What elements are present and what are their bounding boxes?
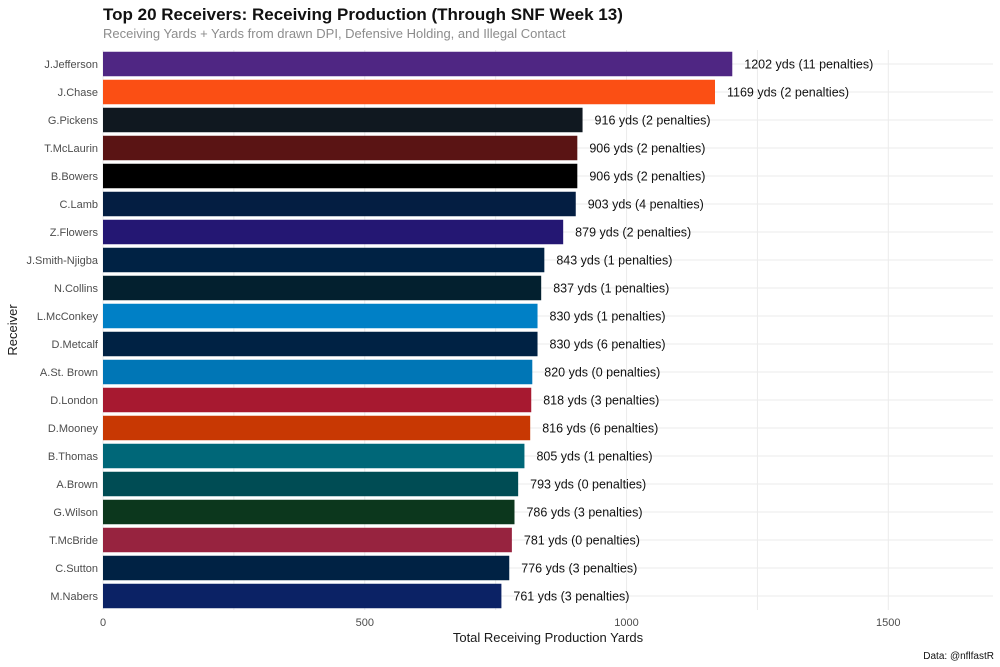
y-tick-label: A.Brown bbox=[56, 479, 98, 491]
bar-value-label: 761 yds (3 penalties) bbox=[513, 590, 629, 604]
bar-value-label: 786 yds (3 penalties) bbox=[526, 506, 642, 520]
bar-value-label: 818 yds (3 penalties) bbox=[543, 394, 659, 408]
x-axis-label: Total Receiving Production Yards bbox=[453, 630, 644, 645]
bar-value-label: 916 yds (2 penalties) bbox=[595, 114, 711, 128]
bar bbox=[103, 79, 716, 105]
y-tick-label: D.Metcalf bbox=[52, 339, 99, 351]
x-tick-label: 1500 bbox=[876, 617, 900, 629]
bar bbox=[103, 247, 545, 273]
bar-value-label: 1169 yds (2 penalties) bbox=[727, 86, 849, 100]
bar bbox=[103, 555, 510, 581]
y-tick-label: M.Nabers bbox=[50, 591, 98, 603]
bar-label-layer: 1202 yds (11 penalties) 1169 yds (2 penal… bbox=[513, 58, 873, 604]
y-tick-label: J.Smith-Njigba bbox=[26, 255, 98, 267]
x-tick-layer: 0 500 1000 1500 bbox=[100, 617, 901, 629]
bar-value-label: 805 yds (1 penalties) bbox=[536, 450, 652, 464]
bar-value-label: 830 yds (6 penalties) bbox=[550, 338, 666, 352]
y-tick-label: T.McBride bbox=[49, 535, 98, 547]
bar-value-label: 906 yds (2 penalties) bbox=[589, 170, 705, 184]
bar bbox=[103, 331, 538, 357]
y-tick-layer: J.Jefferson J.Chase G.Pickens T.McLaurin B.B… bbox=[26, 59, 98, 603]
x-tick-label: 500 bbox=[356, 617, 374, 629]
y-tick-label: N.Collins bbox=[54, 283, 99, 295]
bar-value-label: 843 yds (1 penalties) bbox=[556, 254, 672, 268]
x-tick-label: 0 bbox=[100, 617, 106, 629]
bar-value-label: 776 yds (3 penalties) bbox=[521, 562, 637, 576]
y-tick-label: A.St. Brown bbox=[40, 367, 98, 379]
bar bbox=[103, 275, 542, 301]
y-tick-label: B.Bowers bbox=[51, 171, 99, 183]
y-tick-label: D.Mooney bbox=[48, 423, 99, 435]
bar bbox=[103, 471, 519, 497]
y-tick-label: B.Thomas bbox=[48, 451, 99, 463]
y-tick-label: T.McLaurin bbox=[44, 143, 98, 155]
y-tick-label: J.Chase bbox=[58, 87, 98, 99]
bar-value-label: 903 yds (4 penalties) bbox=[588, 198, 704, 212]
y-tick-label: L.McConkey bbox=[37, 311, 99, 323]
bar bbox=[103, 499, 515, 525]
bar bbox=[103, 219, 564, 245]
y-tick-label: G.Pickens bbox=[48, 115, 99, 127]
x-tick-label: 1000 bbox=[614, 617, 638, 629]
y-tick-label: C.Lamb bbox=[59, 199, 98, 211]
bar-value-label: 816 yds (6 penalties) bbox=[542, 422, 658, 436]
bar bbox=[103, 359, 533, 385]
chart-caption: Data: @nflfastR bbox=[923, 651, 994, 662]
bar-value-label: 830 yds (1 penalties) bbox=[550, 310, 666, 324]
y-axis-label: Receiver bbox=[5, 304, 20, 356]
bar-value-label: 1202 yds (11 penalties) bbox=[744, 58, 873, 72]
bar bbox=[103, 415, 531, 441]
bar-value-label: 879 yds (2 penalties) bbox=[575, 226, 691, 240]
bar-value-label: 906 yds (2 penalties) bbox=[589, 142, 705, 156]
bar-value-label: 820 yds (0 penalties) bbox=[544, 366, 660, 380]
bar-layer bbox=[103, 51, 733, 609]
y-tick-label: J.Jefferson bbox=[44, 59, 98, 71]
bar bbox=[103, 51, 733, 77]
bar bbox=[103, 135, 578, 161]
bar bbox=[103, 387, 532, 413]
bar bbox=[103, 107, 583, 133]
chart-title: Top 20 Receivers: Receiving Production (… bbox=[103, 5, 623, 24]
y-tick-label: G.Wilson bbox=[53, 507, 98, 519]
y-tick-label: C.Sutton bbox=[55, 563, 98, 575]
chart-subtitle: Receiving Yards + Yards from drawn DPI, … bbox=[103, 26, 566, 41]
bar-value-label: 837 yds (1 penalties) bbox=[553, 282, 669, 296]
bar bbox=[103, 583, 502, 609]
bar bbox=[103, 443, 525, 469]
grid-layer bbox=[102, 50, 993, 610]
y-tick-label: D.London bbox=[50, 395, 98, 407]
bar-value-label: 793 yds (0 penalties) bbox=[530, 478, 646, 492]
bar-value-label: 781 yds (0 penalties) bbox=[524, 534, 640, 548]
bar bbox=[103, 163, 578, 189]
bar bbox=[103, 303, 538, 329]
bar bbox=[103, 191, 576, 217]
bar bbox=[103, 527, 512, 553]
y-tick-label: Z.Flowers bbox=[50, 227, 99, 239]
